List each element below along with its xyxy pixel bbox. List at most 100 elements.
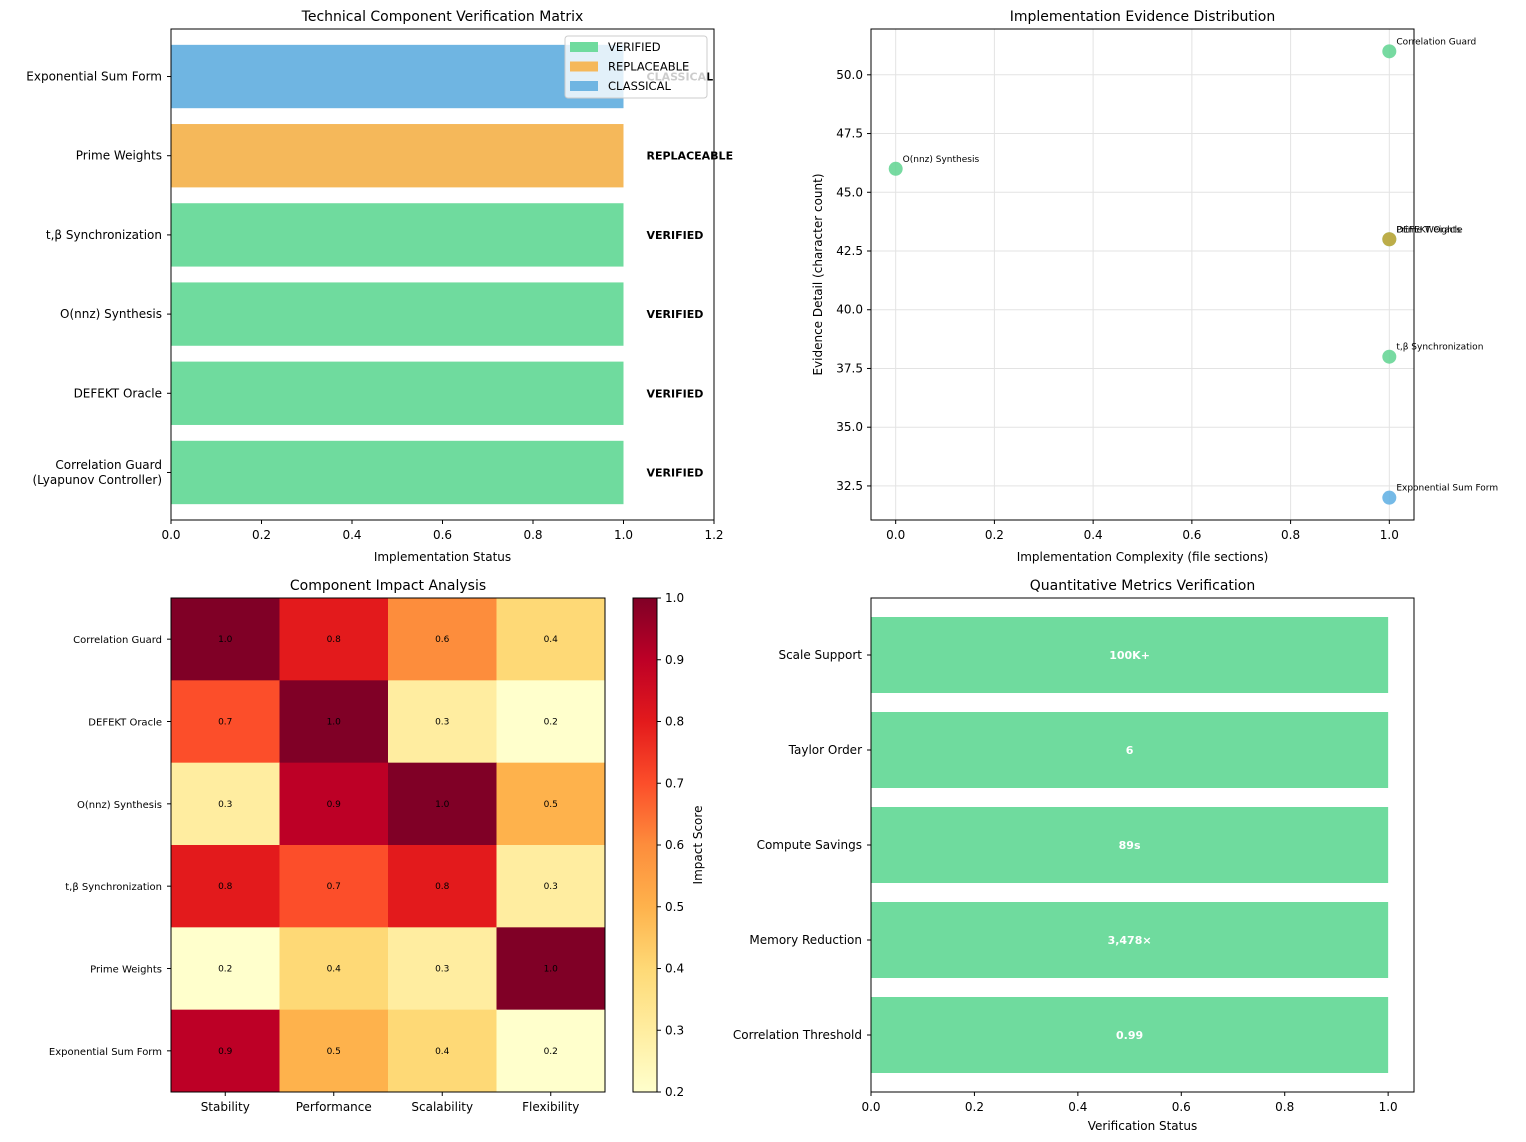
x-tick-label: 0.6: [1172, 1100, 1191, 1114]
cell-value-label: 1.0: [218, 635, 233, 645]
x-tick-label: 1.0: [614, 528, 633, 542]
x-tick-label: 0.4: [1068, 1100, 1087, 1114]
heatmap-cell: [388, 680, 497, 764]
colorbar-tick-label: 0.3: [665, 1023, 684, 1037]
point-label: Exponential Sum Form: [1396, 484, 1498, 494]
heatmap-cell: [496, 762, 606, 846]
x-tick-label: 0.4: [342, 528, 361, 542]
y-tick-label: 50.0: [836, 68, 863, 82]
bar-status-label: VERIFIED: [647, 308, 704, 321]
scatter-point: [888, 161, 903, 176]
y-tick-label: Compute Savings: [757, 838, 862, 852]
point-label: t,β Synchronization: [1396, 343, 1483, 353]
metric-bar: [871, 997, 1389, 1073]
x-tick-label: 0.8: [1275, 1100, 1294, 1114]
colorbar-tick-label: 0.6: [665, 838, 684, 852]
x-tick-label: 0.0: [861, 1100, 880, 1114]
row-label: Correlation Guard: [73, 635, 162, 646]
scatter-point: [1382, 44, 1397, 59]
legend-label: CLASSICAL: [608, 79, 671, 93]
bar-value-label: 0.99: [1116, 1029, 1143, 1042]
bar-value-label: 3,478×: [1108, 934, 1152, 947]
legend: VERIFIED REPLACEABLE CLASSICAL: [564, 35, 708, 99]
metric-bar: [871, 902, 1389, 978]
x-axis-label: Implementation Status: [374, 550, 511, 564]
colorbar-tick-label: 0.5: [665, 900, 684, 914]
x-tick-label: 0.0: [161, 528, 180, 542]
scatter-point: [1382, 232, 1397, 247]
heatmap-cell: [388, 845, 497, 928]
x-tick-label: 1.2: [704, 528, 723, 542]
bar-status-label: VERIFIED: [647, 387, 704, 400]
cell-value-label: 0.3: [435, 965, 449, 975]
heatmap-cell: [171, 845, 280, 928]
chart-verification-matrix: VERIFIED Correlation Guard(Lyapunov Contr…: [26, 9, 733, 564]
legend-label: REPLACEABLE: [608, 60, 689, 74]
bar-verified: [171, 203, 624, 267]
heatmap-cell: [388, 927, 497, 1011]
colorbar-bar: [632, 597, 658, 1093]
cell-value-label: 0.4: [327, 965, 342, 975]
legend-label: VERIFIED: [608, 40, 661, 54]
x-tick-label: 0.0: [886, 528, 905, 542]
y-tick-label: DEFEKT Oracle: [74, 386, 162, 400]
y-tick-label: O(nnz) Synthesis: [60, 307, 162, 321]
cell-value-label: 0.7: [327, 882, 341, 892]
point-label: O(nnz) Synthesis: [903, 155, 980, 165]
cell-value-label: 0.9: [218, 1047, 233, 1057]
bar-value-label: 6: [1126, 744, 1134, 757]
cell-value-label: 0.3: [218, 800, 232, 810]
cell-value-label: 0.4: [544, 635, 559, 645]
heatmap-cell: [388, 1009, 497, 1093]
x-tick-label: 0.2: [965, 1100, 984, 1114]
cell-value-label: 0.7: [218, 718, 232, 728]
chart-title: Technical Component Verification Matrix: [301, 9, 584, 25]
cell-value-label: 1.0: [327, 718, 342, 728]
cell-value-label: 0.2: [544, 718, 558, 728]
x-tick-label: 0.8: [1281, 528, 1300, 542]
plot-frame: [870, 597, 1415, 1093]
y-tick-label: Memory Reduction: [749, 933, 862, 947]
y-tick-label: Prime Weights: [76, 149, 162, 163]
bar-verified: [171, 361, 624, 425]
y-tick-label: (Lyapunov Controller): [32, 473, 162, 487]
cell-value-label: 1.0: [435, 800, 450, 810]
x-tick-label: 1.0: [1379, 1100, 1398, 1114]
cell-value-label: 0.5: [327, 1047, 341, 1057]
bar-classical: [171, 44, 624, 109]
heatmap-cell: [388, 762, 497, 846]
plot-frame: [170, 597, 606, 1093]
x-tick-label: 0.2: [985, 528, 1004, 542]
colorbar-tick-label: 0.9: [665, 653, 684, 667]
heatmap-cell: [496, 1009, 606, 1093]
heatmap-cell: [496, 845, 606, 928]
row-label: Prime Weights: [90, 965, 162, 976]
heatmap-cell: [496, 680, 606, 764]
heatmap-cell: [496, 598, 606, 681]
chart-quantitative-metrics: 0.99 Correlation Threshold 3,478× Memory Re…: [733, 578, 1415, 1133]
cell-value-label: 0.8: [435, 882, 450, 892]
chart-evidence-distribution: Correlation Guard DEFEKT Oracle O(nnz) Syn…: [811, 9, 1498, 564]
x-tick-label: 0.6: [433, 528, 452, 542]
cell-value-label: 0.8: [218, 882, 233, 892]
heatmap-cell: [496, 927, 606, 1011]
y-tick-label: 35.0: [836, 420, 863, 434]
heatmap-cell: [279, 762, 389, 846]
heatmap-cell: [171, 598, 280, 681]
y-tick-label: Taylor Order: [788, 743, 862, 757]
row-label: t,β Synchronization: [65, 882, 162, 893]
column-label: Flexibility: [522, 1100, 579, 1114]
colorbar-tick-label: 0.8: [665, 715, 684, 729]
x-tick-label: 0.4: [1084, 528, 1103, 542]
x-axis-label: Implementation Complexity (file sections…: [1017, 550, 1269, 564]
heatmap-cell: [388, 598, 497, 681]
colorbar-tick-label: 0.4: [665, 962, 684, 976]
bar-status-label: VERIFIED: [647, 466, 704, 479]
heatmap-cell: [279, 1009, 389, 1093]
colorbar-tick-label: 0.2: [665, 1085, 684, 1099]
y-tick-label: 47.5: [836, 127, 863, 141]
y-axis-label: Evidence Detail (character count): [811, 173, 825, 375]
y-tick-label: Correlation Guard: [55, 458, 162, 472]
column-label: Scalability: [411, 1100, 473, 1114]
